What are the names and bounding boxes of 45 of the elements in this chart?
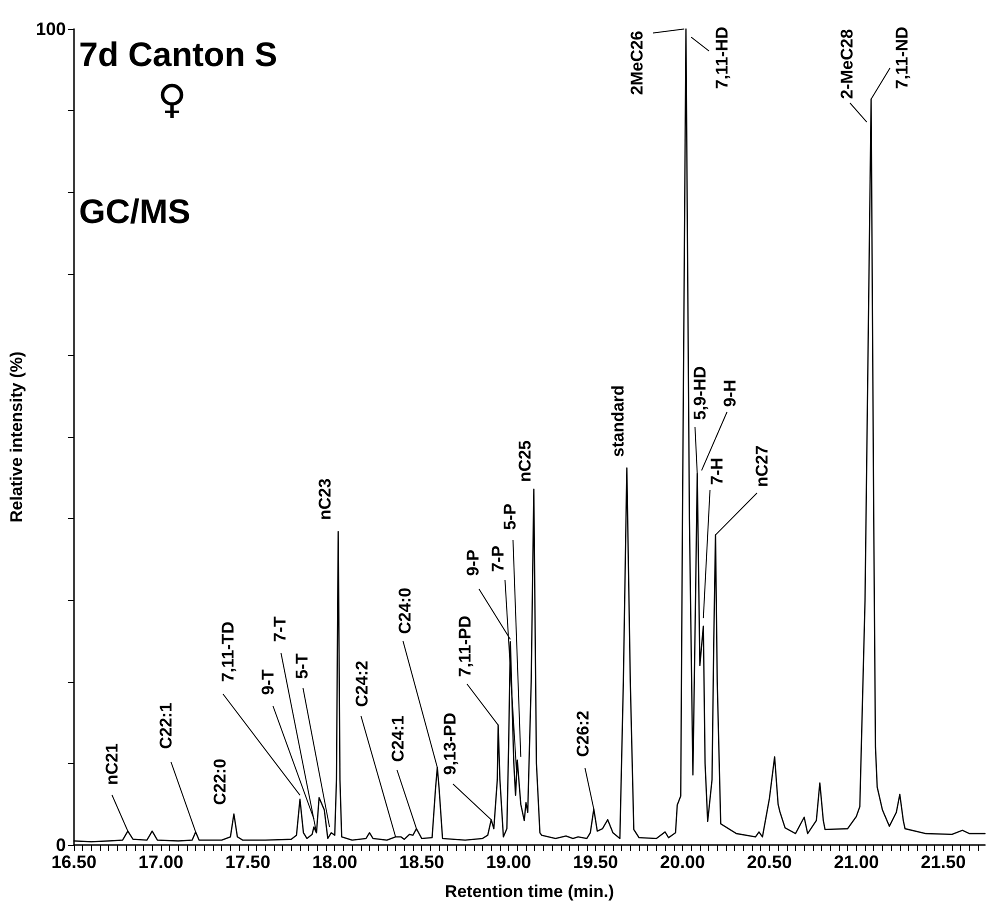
x-tick-label: 17.00 <box>138 852 184 872</box>
y-tick-label: 0 <box>56 835 66 855</box>
annotation: 7,11-HD <box>712 26 732 89</box>
annotation: C26:2 <box>574 710 592 757</box>
annotation: 9-T <box>258 668 278 695</box>
annotation: C22:1 <box>156 702 176 749</box>
annotation: 7-H <box>708 458 726 485</box>
chart-title: 7d Canton S <box>79 36 278 74</box>
annotation: C24:2 <box>352 660 372 707</box>
y-axis-title: Relative intensity (%) <box>7 352 26 522</box>
x-axis-title: Retention time (min.) <box>444 882 614 901</box>
annotation: 5-T <box>292 652 312 679</box>
x-tick-label: 16.50 <box>51 852 96 872</box>
x-tick-label: 20.00 <box>660 852 705 872</box>
annotation: C22:0 <box>210 758 230 805</box>
x-tick-label: 21.50 <box>920 852 966 872</box>
annotation: 7-P <box>488 546 508 572</box>
x-tick-label: 20.50 <box>746 852 792 872</box>
annotation: C24:0 <box>396 588 414 634</box>
annotation: nC25 <box>516 440 534 482</box>
annotation: 9-P <box>464 550 482 576</box>
x-tick-label: 17.50 <box>225 852 270 872</box>
annotation: 5-P <box>500 504 520 530</box>
x-tick-label: 19.00 <box>486 852 532 872</box>
annotation: nC27 <box>752 445 772 487</box>
y-tick-label: 100 <box>36 19 66 39</box>
annotation: 7,11-PD <box>456 616 474 677</box>
annotation: nC21 <box>102 743 122 785</box>
annotation: ♀ <box>157 77 187 123</box>
annotation: 2MeC26 <box>628 30 646 95</box>
annotation: 9,13-PD <box>440 712 460 775</box>
annotation: C24:1 <box>388 716 408 762</box>
annotation: 7,11-ND <box>892 26 912 89</box>
annotation: 9-H <box>720 380 740 407</box>
annotation: 2-MeC28 <box>838 29 856 99</box>
x-tick-label: 19.50 <box>573 852 618 872</box>
x-tick-label: 18.50 <box>399 852 444 872</box>
text: GC/MS <box>79 193 190 231</box>
annotation: nC23 <box>316 478 334 520</box>
annotation: 5,9-HD <box>690 366 710 420</box>
annotation: standard <box>608 385 628 457</box>
x-tick-label: 18.00 <box>312 852 358 872</box>
annotation: 7-T <box>270 616 290 642</box>
x-tick-label: 21.00 <box>834 852 879 872</box>
annotation: 7,11-TD <box>218 622 238 682</box>
